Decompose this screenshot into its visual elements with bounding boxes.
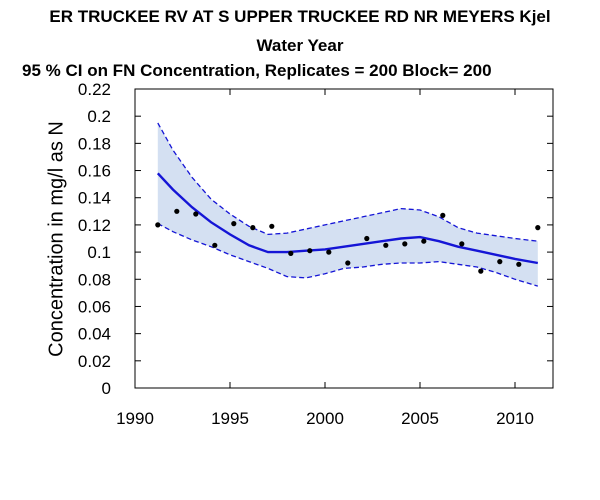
data-point [155,222,161,228]
data-point [459,241,465,247]
data-point [231,221,237,227]
y-tick-label: 0.06 [78,297,111,316]
data-point [250,225,256,231]
y-tick-label: 0.04 [78,325,111,344]
data-point [326,249,332,255]
y-tick-label: 0.1 [87,243,111,262]
chart-subtitle: Water Year [256,36,344,55]
data-point [269,223,275,229]
y-tick-label: 0.08 [78,270,111,289]
data-point [516,261,522,267]
x-tick-label: 2005 [401,409,439,428]
x-tick-label: 2010 [496,409,534,428]
chart-subtitle-ci: 95 % CI on FN Concentration, Replicates … [22,61,492,80]
data-point [212,242,218,248]
data-point [402,241,408,247]
data-point [497,259,503,265]
flux-line [156,172,539,265]
y-tick-label: 0.16 [78,162,111,181]
data-point [307,248,313,254]
data-point [383,242,389,248]
data-point [421,238,427,244]
data-point [364,235,370,242]
y-tick-label: 0.2 [87,107,111,126]
x-tick-label: 2000 [306,409,344,428]
data-point [440,212,446,218]
y-tick-label: 0.22 [78,80,111,99]
ci-lower-line [157,223,538,287]
y-tick-label: 0 [102,379,111,398]
x-tick-label: 1990 [116,409,154,428]
y-tick-label: 0.18 [78,134,111,153]
y-tick-label: 0.14 [78,189,111,208]
y-tick-label: 0.02 [78,352,111,371]
x-tick-label: 1995 [211,409,249,428]
data-point [288,250,294,256]
y-tick-label: 0.12 [78,216,111,235]
data-point [345,260,351,266]
data-point [193,211,199,217]
data-point [535,225,541,231]
ci-upper-line [157,122,538,242]
plot-frame [134,88,554,389]
data-point [174,208,180,214]
ci-band [157,123,538,287]
data-point [478,268,484,274]
chart-title: ER TRUCKEE RV AT S UPPER TRUCKEE RD NR M… [49,7,551,26]
